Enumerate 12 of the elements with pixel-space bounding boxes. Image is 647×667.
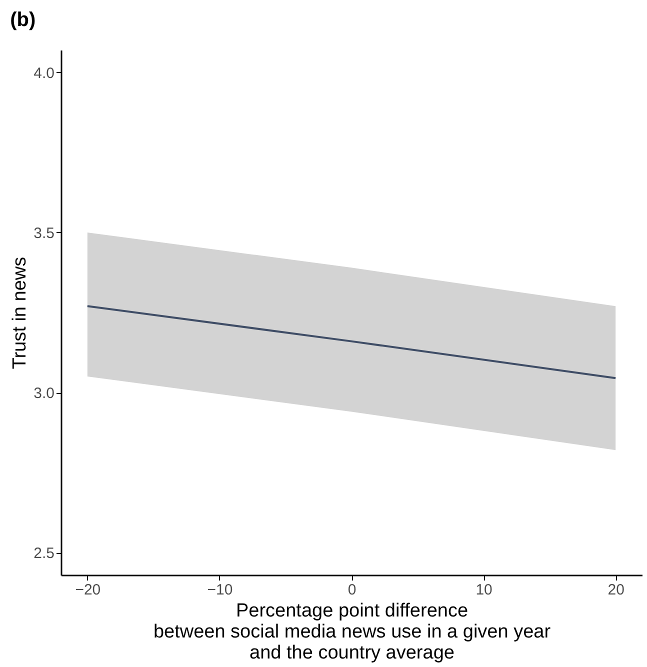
- x-tick-label: −10: [207, 582, 233, 598]
- x-axis-title: Percentage point difference between social media news use in a given year and the country average: [153, 600, 552, 664]
- chart-title: (b): [10, 9, 36, 31]
- x-tick-label: 0: [348, 582, 356, 598]
- x-tick-label: −20: [75, 582, 101, 598]
- y-tick-label: 3.5: [34, 224, 54, 242]
- y-tick-label: 4.0: [34, 64, 54, 82]
- y-tick-label: 2.5: [34, 545, 54, 562]
- y-tick-label: 3.0: [34, 385, 54, 402]
- y-axis-title: Trust in news: [10, 256, 31, 370]
- x-tick-label: 10: [476, 582, 492, 598]
- x-tick-label: 20: [608, 582, 624, 598]
